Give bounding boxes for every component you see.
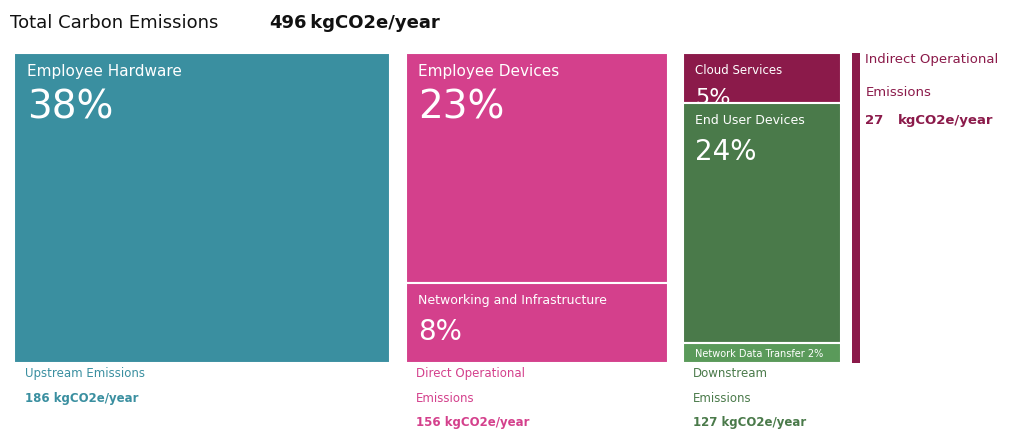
Text: kgCO2e/year: kgCO2e/year [304, 14, 440, 32]
Text: Cloud Services: Cloud Services [695, 64, 782, 77]
Text: 38%: 38% [27, 88, 113, 126]
Text: 496: 496 [269, 14, 307, 32]
Text: Downstream: Downstream [693, 367, 768, 381]
Text: kgCO2e/year: kgCO2e/year [898, 114, 993, 128]
Text: Employee Hardware: Employee Hardware [27, 64, 181, 79]
Text: Network Data Transfer 2%: Network Data Transfer 2% [695, 349, 823, 359]
Text: 27: 27 [865, 114, 884, 128]
Text: Networking and Infrastructure: Networking and Infrastructure [418, 294, 606, 307]
Text: 186 kgCO2e/year: 186 kgCO2e/year [25, 392, 138, 405]
Text: 127 kgCO2e/year: 127 kgCO2e/year [693, 416, 807, 429]
Text: Direct Operational: Direct Operational [416, 367, 524, 381]
Text: Emissions: Emissions [416, 392, 474, 405]
Text: 5%: 5% [695, 88, 731, 108]
Text: End User Devices: End User Devices [695, 114, 805, 127]
Text: 8%: 8% [418, 318, 462, 346]
Text: Emissions: Emissions [693, 392, 752, 405]
Text: Upstream Emissions: Upstream Emissions [25, 367, 144, 381]
Text: Total Carbon Emissions: Total Carbon Emissions [10, 14, 224, 32]
Text: Emissions: Emissions [865, 86, 931, 99]
Text: 23%: 23% [418, 88, 504, 126]
Text: 24%: 24% [695, 138, 757, 166]
Text: Indirect Operational: Indirect Operational [865, 53, 998, 66]
Text: 156 kgCO2e/year: 156 kgCO2e/year [416, 416, 529, 429]
Text: Employee Devices: Employee Devices [418, 64, 559, 79]
